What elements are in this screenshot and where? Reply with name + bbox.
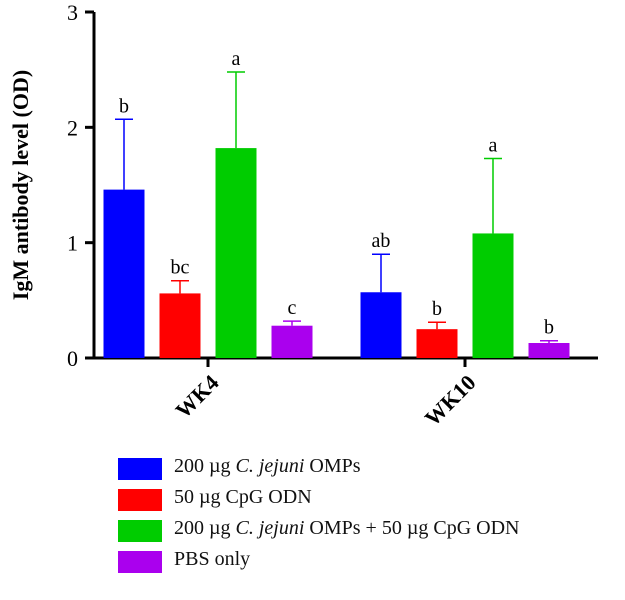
significance-letter: a <box>489 134 498 156</box>
bar <box>360 292 402 358</box>
y-axis-label: IgM antibody level (OD) <box>8 70 33 300</box>
bar <box>416 329 458 358</box>
significance-letter: b <box>544 317 554 339</box>
bar <box>472 233 514 358</box>
significance-letter: a <box>232 48 241 70</box>
legend-swatch <box>118 520 162 542</box>
y-tick-label: 3 <box>67 0 78 25</box>
x-tick-label: WK4 <box>170 370 223 423</box>
bar <box>103 189 145 358</box>
y-tick-label: 2 <box>67 115 78 140</box>
significance-letter: ab <box>372 230 391 252</box>
significance-letter: c <box>288 297 297 319</box>
bar <box>528 343 570 358</box>
bar <box>271 325 313 358</box>
legend-swatch <box>118 458 162 480</box>
significance-letter: bc <box>171 257 190 279</box>
bar <box>215 148 257 358</box>
y-tick-label: 0 <box>67 346 78 371</box>
legend-swatch <box>118 489 162 511</box>
bar <box>159 293 201 358</box>
legend-label: 50 µg CpG ODN <box>174 486 312 508</box>
significance-letter: b <box>119 95 129 117</box>
significance-letter: b <box>432 298 442 320</box>
legend-swatch <box>118 551 162 573</box>
x-tick-label: WK10 <box>420 370 481 431</box>
y-tick-label: 1 <box>67 231 78 256</box>
legend-label: PBS only <box>174 548 251 570</box>
legend-label: 200 µg C. jejuni OMPs <box>174 455 361 477</box>
legend-label: 200 µg C. jejuni OMPs + 50 µg CpG ODN <box>174 517 520 539</box>
